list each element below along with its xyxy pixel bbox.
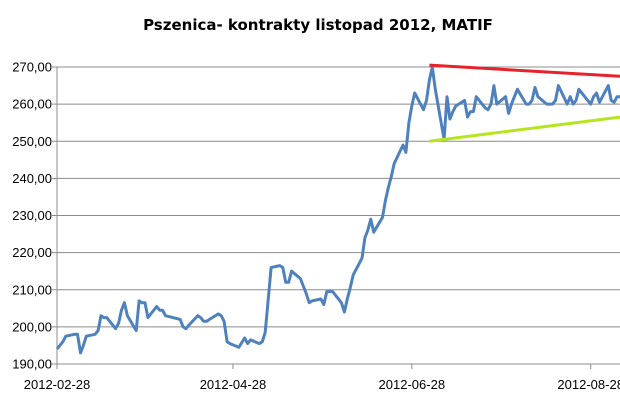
plot-area xyxy=(55,63,620,355)
y-axis-ticks: 190,00 200,00 210,00 220,00 230,00 240,00 250,… xyxy=(12,60,57,372)
gridlines xyxy=(57,66,620,365)
y-tick-label: 220,00 xyxy=(12,245,52,260)
y-tick-label: 230,00 xyxy=(12,208,52,223)
chart-title: Pszenica- kontrakty listopad 2012, MATIF xyxy=(143,16,493,34)
x-tick-label: 2012-06-28 xyxy=(379,377,446,392)
y-tick-label: 200,00 xyxy=(12,319,52,334)
resistance-trendline xyxy=(429,63,620,78)
support-trendline xyxy=(429,115,620,143)
y-tick-label: 250,00 xyxy=(12,134,52,149)
y-tick-label: 240,00 xyxy=(12,171,52,186)
series-line xyxy=(55,65,620,355)
axes xyxy=(56,67,620,365)
y-tick-label: 190,00 xyxy=(12,357,52,372)
x-tick-label: 2012-08-28 xyxy=(557,377,620,392)
y-tick-label: 270,00 xyxy=(12,60,52,75)
y-tick-label: 210,00 xyxy=(12,282,52,297)
x-tick-label: 2012-04-28 xyxy=(200,377,267,392)
x-axis-ticks: 2012-02-28 2012-04-28 2012-06-28 2012-08-28 xyxy=(24,364,620,392)
x-tick-label: 2012-02-28 xyxy=(24,377,91,392)
y-tick-label: 260,00 xyxy=(12,97,52,112)
